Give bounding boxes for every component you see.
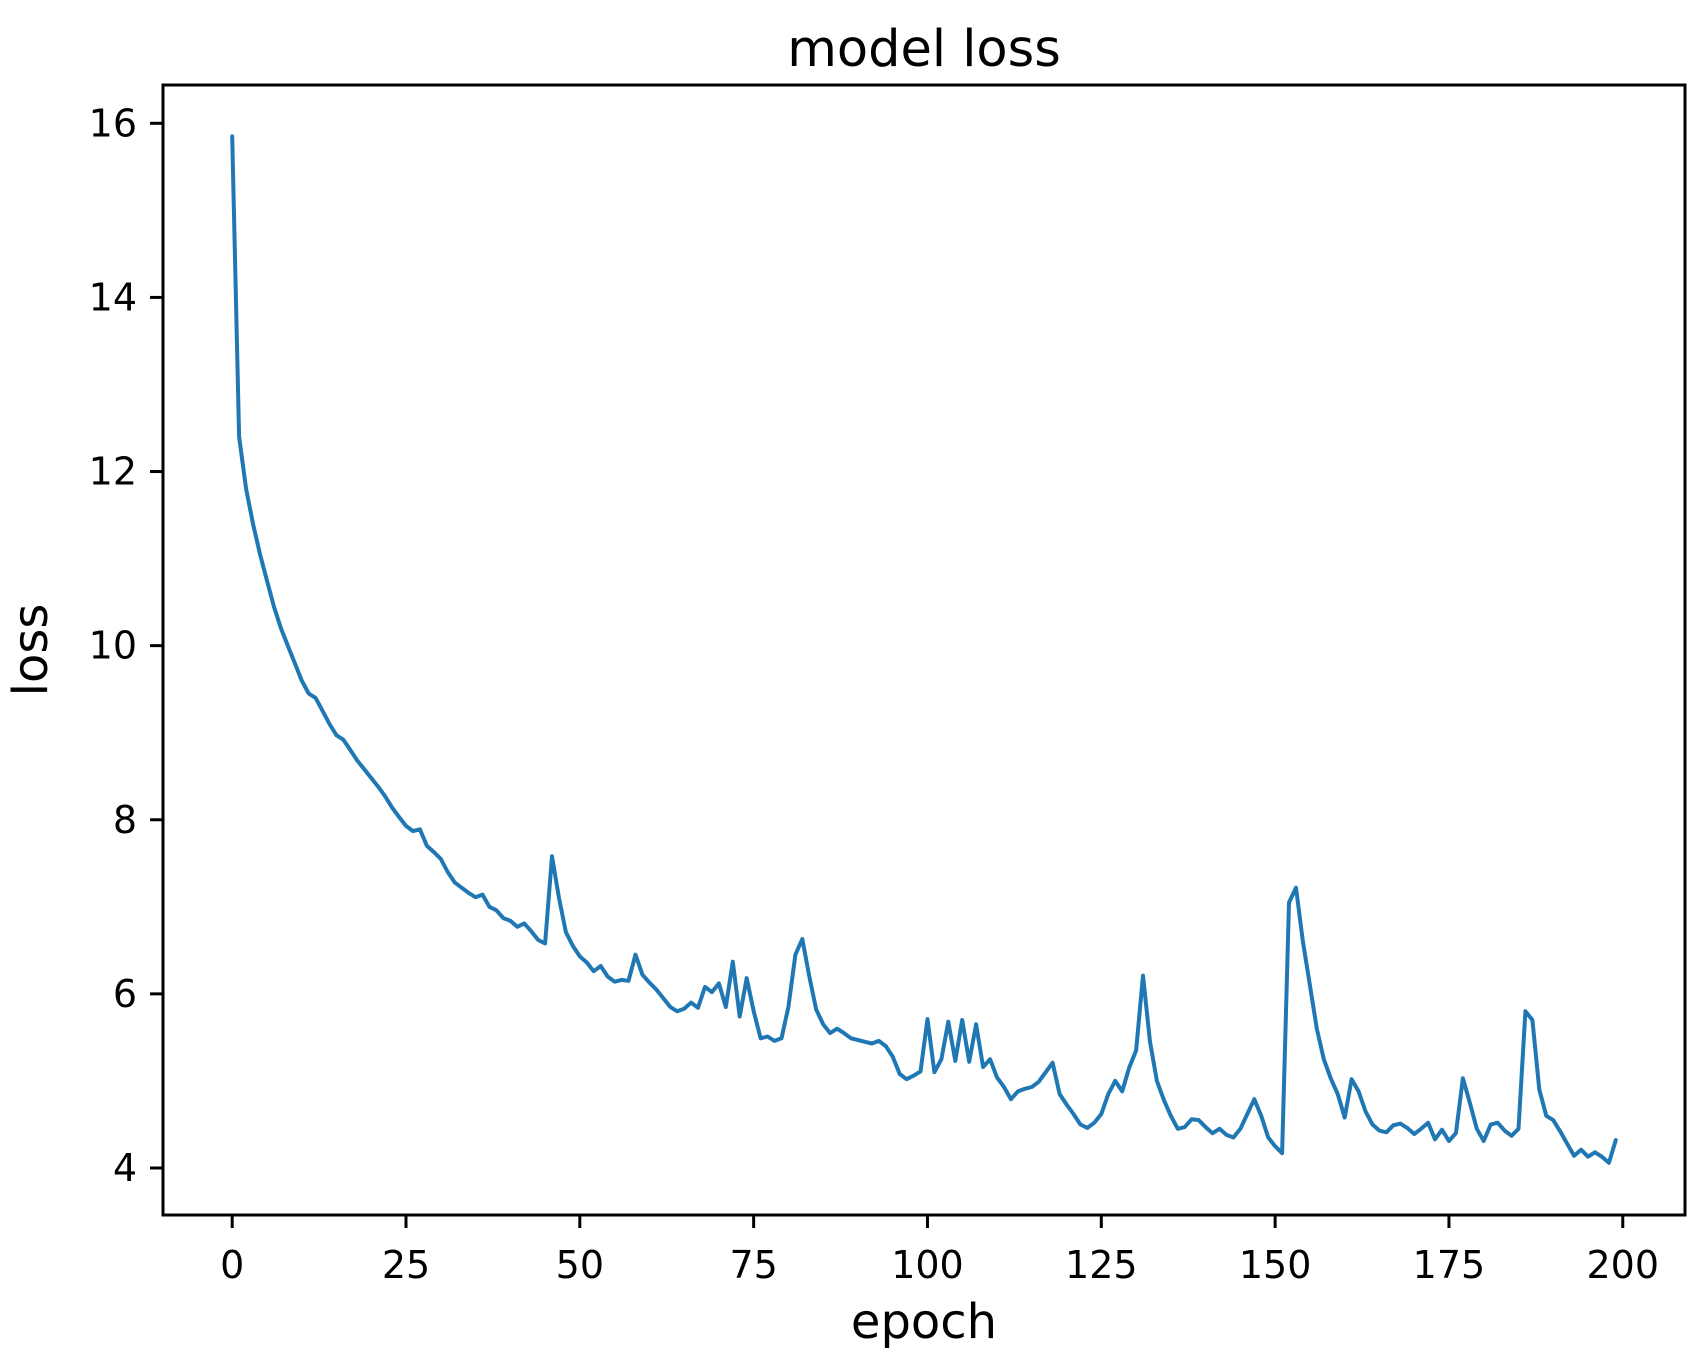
x-tick-label: 0: [220, 1243, 244, 1287]
plot-frame: [161, 83, 1687, 1217]
plot-area: [163, 85, 1685, 1215]
x-tick-label: 150: [1239, 1243, 1312, 1287]
x-tick-label: 200: [1587, 1243, 1660, 1287]
y-axis: 4 6 8 10 12 14 16: [89, 101, 163, 1190]
loss-curve: [230, 134, 1618, 1165]
y-tick-label: 12: [89, 450, 137, 494]
y-axis-label: loss: [3, 604, 59, 697]
y-tick-label: 14: [89, 275, 137, 319]
x-tick-label: 175: [1413, 1243, 1486, 1287]
x-tick-label: 50: [556, 1243, 604, 1287]
x-tick-label: 125: [1065, 1243, 1138, 1287]
x-tick-label: 75: [729, 1243, 777, 1287]
x-axis: 0 25 50 75 100 125 150 175 200: [220, 1215, 1659, 1287]
chart-title: model loss: [787, 20, 1061, 79]
y-tick-label: 16: [89, 101, 137, 145]
y-tick-label: 10: [89, 624, 137, 668]
x-axis-label: epoch: [851, 1294, 997, 1350]
y-tick-label: 6: [113, 972, 137, 1016]
y-tick-label: 8: [113, 798, 137, 842]
x-tick-label: 100: [891, 1243, 964, 1287]
series-group: [230, 134, 1618, 1165]
y-tick-label: 4: [113, 1146, 137, 1190]
x-tick-label: 25: [382, 1243, 430, 1287]
